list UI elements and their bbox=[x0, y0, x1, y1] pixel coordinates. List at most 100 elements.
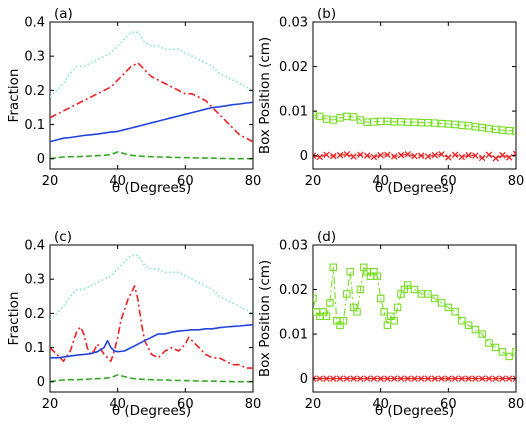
panel-b-ylabel: Box Position (cm) bbox=[257, 37, 273, 154]
panel-c: (c) θ (Degrees) Fraction 0 0.1 0.2 0.3 0.4 2… bbox=[6, 229, 261, 419]
panel-d-series-2-point bbox=[472, 375, 479, 382]
panel-c-series-3-line bbox=[50, 323, 253, 359]
panel-b-series-2-point bbox=[404, 151, 411, 158]
panel-d-series-2-point bbox=[343, 375, 351, 382]
panel-b-series-2-point bbox=[485, 151, 493, 159]
panel-b-xtick-label: 80 bbox=[508, 174, 525, 189]
panel-d-series-1-point bbox=[390, 316, 398, 325]
panel-b-series-2-point bbox=[316, 153, 324, 161]
panel-c-ytick-label: 0.4 bbox=[24, 239, 45, 254]
panel-d-series-1-point bbox=[313, 294, 317, 303]
panel-b-series-2-point bbox=[458, 153, 466, 161]
panel-d-series-1-point bbox=[437, 299, 446, 307]
panel-d-series-1-point bbox=[393, 303, 402, 312]
panel-c-series-2-line bbox=[50, 285, 253, 369]
panel-a-ytick-label: 0.4 bbox=[24, 16, 45, 31]
panel-d-xtick-label: 40 bbox=[372, 397, 389, 412]
panel-a-frame bbox=[49, 21, 254, 170]
panel-a-xtick-label: 40 bbox=[109, 174, 126, 189]
panel-d-series-1-point bbox=[505, 352, 513, 361]
panel-d-series-2-point bbox=[363, 375, 371, 382]
panel-d-series-2-point bbox=[512, 375, 516, 382]
panel-d-xtick-label: 20 bbox=[305, 397, 322, 412]
panel-d-series-1-point bbox=[451, 308, 459, 316]
panel-d-series-1-point bbox=[485, 339, 493, 347]
panel-b-series-2-point bbox=[363, 152, 371, 159]
panel-c-series-1-line bbox=[50, 254, 253, 321]
panel-d-ylabel: Box Position (cm) bbox=[257, 260, 273, 377]
panel-d-series-2-point bbox=[499, 375, 506, 382]
panel-a-ytick-label: 0.2 bbox=[24, 84, 45, 99]
panel-d-series-2-point bbox=[357, 375, 364, 382]
panel-d-series-1-point bbox=[380, 308, 388, 316]
panel-a-xtick-label: 20 bbox=[42, 174, 59, 189]
panel-d: (d) θ (Degrees) Box Position (cm) 00.010… bbox=[257, 229, 524, 419]
panel-d-plot bbox=[313, 263, 516, 382]
panel-a-ylabel: Fraction bbox=[6, 69, 22, 123]
panel-d-series-2-point bbox=[377, 375, 384, 382]
panel-b-ytick-label: 0.01 bbox=[279, 105, 308, 120]
panel-d-series-1-point bbox=[343, 290, 351, 298]
panel-b-series-2-point bbox=[384, 151, 391, 159]
panel-d-series-1-point bbox=[431, 294, 439, 303]
panel-d-series-1-point bbox=[512, 348, 516, 356]
panel-d-yticks: 0 0.01 0.02 0.03 bbox=[279, 239, 516, 387]
panel-b-ytick-label: 0 bbox=[300, 149, 308, 164]
panel-b-yticks: 0 0.01 0.02 0.03 bbox=[279, 16, 516, 164]
panel-b-series-2-point bbox=[377, 151, 384, 159]
panel-c-ytick-label: 0.2 bbox=[24, 307, 45, 322]
panel-c-xtick-label: 40 bbox=[109, 397, 126, 412]
panel-b-series-2-point bbox=[445, 154, 452, 161]
panel-a-ytick-label: 0.3 bbox=[24, 50, 45, 65]
panel-d-series-2-point bbox=[485, 375, 493, 382]
panel-b-series-2-point bbox=[431, 151, 439, 159]
panel-d-series-1-point bbox=[339, 316, 348, 325]
panel-a-xtick-label: 60 bbox=[177, 174, 194, 189]
panel-b-plot bbox=[313, 110, 516, 162]
panel-a-xtick-label: 80 bbox=[245, 174, 262, 189]
panel-c-xtick-label: 20 bbox=[42, 397, 59, 412]
panel-b-series-2-point bbox=[370, 153, 378, 161]
panel-b-series-2-point bbox=[323, 151, 330, 159]
panel-d-xtick-label: 80 bbox=[508, 397, 525, 412]
panel-b-series-2-point bbox=[313, 152, 317, 159]
panel-d-series-2-point bbox=[390, 375, 398, 382]
panel-d-xtick-label: 60 bbox=[440, 397, 457, 412]
panel-d-series-2-point bbox=[313, 375, 317, 382]
panel-d-ytick-label: 0.01 bbox=[279, 328, 308, 343]
panel-b-series-2-point bbox=[357, 151, 364, 159]
panel-b-series-2-point bbox=[478, 154, 486, 162]
panel-d-series-2-point bbox=[336, 375, 344, 382]
panel-d-series-1-point bbox=[464, 321, 473, 329]
panel-d-label: (d) bbox=[317, 229, 336, 245]
panel-a-series-2-line bbox=[50, 62, 253, 143]
panel-a-yticks: 0 0.1 0.2 0.3 0.4 bbox=[24, 16, 253, 167]
panel-b-series-2-point bbox=[451, 151, 459, 159]
panel-d-series-2-point bbox=[451, 375, 459, 382]
panel-d-series-2-point bbox=[411, 375, 418, 382]
panel-b-series-2-point bbox=[418, 152, 425, 159]
panel-b-series-2-point bbox=[472, 152, 479, 159]
panel-a: (a) θ (Degrees) Fraction 0 0.1 0.2 0.3 0.4 2… bbox=[6, 6, 261, 196]
panel-d-series-2-point bbox=[384, 375, 391, 382]
panel-b-series-2-point bbox=[411, 152, 418, 160]
panel-d-series-1-point bbox=[444, 303, 453, 312]
panel-d-series-2-point bbox=[492, 375, 499, 382]
panel-d-series-2-point bbox=[316, 375, 324, 382]
panel-b-series-2-point bbox=[499, 151, 506, 159]
panel-d-series-1-point bbox=[373, 272, 382, 280]
panel-c-plot bbox=[50, 254, 253, 383]
panel-d-series-2-point bbox=[323, 375, 330, 382]
panel-c-ytick-label: 0.1 bbox=[24, 341, 45, 356]
panel-d-series-1-point bbox=[329, 263, 338, 272]
panel-d-series-1-point bbox=[353, 308, 361, 316]
panel-d-series-1-point bbox=[424, 290, 432, 298]
panel-c-xtick-label: 60 bbox=[177, 397, 194, 412]
panel-d-series-1-point bbox=[346, 267, 354, 276]
panel-d-series-1-point bbox=[356, 285, 365, 294]
panel-a-xlabel: θ (Degrees) bbox=[112, 180, 191, 196]
panel-d-series-2-point bbox=[465, 375, 472, 382]
panel-a-series-3-line bbox=[50, 101, 253, 143]
panel-d-series-2-point bbox=[418, 375, 425, 382]
panel-b-series-2-point bbox=[336, 151, 344, 159]
